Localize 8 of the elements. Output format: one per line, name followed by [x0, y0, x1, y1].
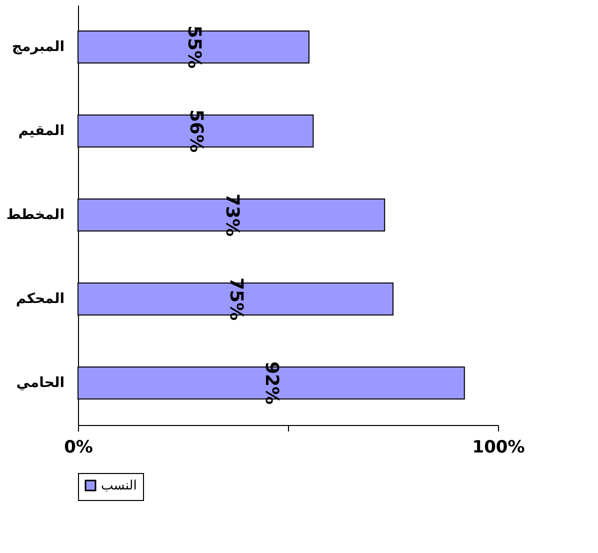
legend-label: النسب: [101, 478, 137, 494]
y-tick-label: المخطط: [6, 207, 64, 223]
y-tick-label: المقيم: [18, 123, 64, 139]
y-tick-label: المبرمج: [12, 39, 64, 55]
y-tick-label: المحكم: [16, 291, 64, 307]
x-tick-label: 0%: [64, 438, 93, 458]
x-tick-label: 100%: [472, 438, 525, 458]
y-tick-label: الحامي: [16, 375, 64, 391]
